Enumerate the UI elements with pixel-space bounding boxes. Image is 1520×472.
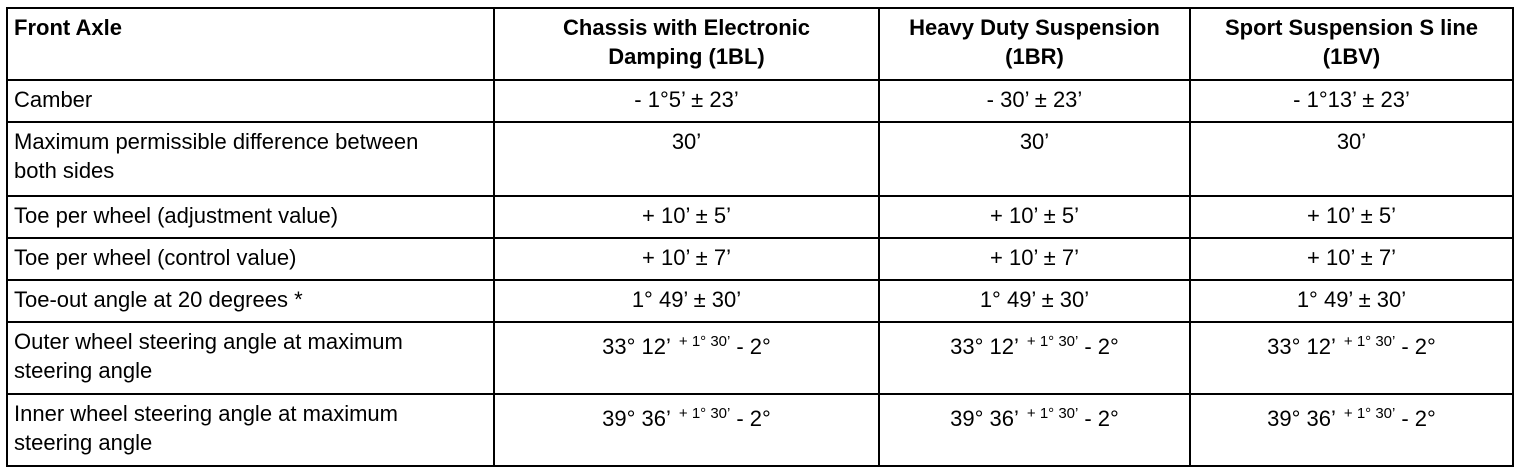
value-tail: - 2°: [736, 334, 771, 359]
value-text: + 10’ ± 5’: [642, 203, 731, 228]
value-cell: 30’: [1189, 121, 1514, 197]
value-tail: - 2°: [736, 406, 771, 431]
label-text: Toe per wheel (control value): [14, 245, 297, 270]
value-text: 30’: [1019, 129, 1050, 154]
value-text: 30’: [671, 129, 702, 154]
label-text: steering angle: [14, 430, 153, 455]
value-text: + 10’ ± 7’: [642, 245, 731, 270]
value-cell: - 30’ ± 23’: [878, 79, 1191, 123]
value-cell: 39° 36’ + 1° 30’ - 2°: [1189, 393, 1514, 467]
label-cell: Toe-out angle at 20 degrees *: [6, 279, 495, 323]
alignment-table: Front Axle Chassis with Electronic Damping…: [6, 7, 1514, 467]
header-text: (1BV): [1322, 44, 1381, 69]
value-cell: 1° 49’ ± 30’: [493, 279, 880, 323]
value-cell: 39° 36’ + 1° 30’ - 2°: [493, 393, 880, 467]
value-text: 39° 36’ + 1° 30’ - 2°: [1197, 399, 1506, 433]
value-cell: + 10’ ± 7’: [1189, 237, 1514, 281]
value-text: 33° 12’ + 1° 30’ - 2°: [886, 327, 1183, 361]
label-text: Toe-out angle at 20 degrees *: [14, 287, 303, 312]
value-superscript: + 1° 30’: [1026, 333, 1079, 350]
header-text: Damping (1BL): [608, 44, 765, 69]
value-cell: - 1°5’ ± 23’: [493, 79, 880, 123]
table-row: Toe-out angle at 20 degrees * 1° 49’ ± 30…: [6, 279, 1514, 323]
value-main: 33° 12’: [1267, 334, 1336, 359]
value-main: 33° 12’: [602, 334, 671, 359]
value-superscript: + 1° 30’: [678, 333, 731, 350]
table-row: Toe per wheel (control value) + 10’ ± 7’ +…: [6, 237, 1514, 281]
value-tail: - 2°: [1084, 406, 1119, 431]
value-text: 33° 12’ + 1° 30’ - 2°: [1197, 327, 1506, 361]
value-cell: + 10’ ± 5’: [493, 195, 880, 239]
value-superscript: + 1° 30’: [1026, 405, 1079, 422]
header-cell: Heavy Duty Suspension (1BR): [878, 7, 1191, 81]
value-cell: 1° 49’ ± 30’: [878, 279, 1191, 323]
value-text: + 10’ ± 5’: [1307, 203, 1396, 228]
value-cell: 33° 12’ + 1° 30’ - 2°: [493, 321, 880, 395]
table-row: Outer wheel steering angle at maximum ste…: [6, 321, 1514, 395]
value-cell: + 10’ ± 5’: [1189, 195, 1514, 239]
value-text: 39° 36’ + 1° 30’ - 2°: [501, 399, 872, 433]
value-main: 39° 36’: [602, 406, 671, 431]
header-text: Heavy Duty Suspension: [909, 15, 1160, 40]
value-superscript: + 1° 30’: [1343, 333, 1396, 350]
table-row: Camber - 1°5’ ± 23’ - 30’ ± 23’ - 1°13’ ± 2…: [6, 79, 1514, 123]
value-cell: + 10’ ± 7’: [878, 237, 1191, 281]
value-cell: + 10’ ± 5’: [878, 195, 1191, 239]
value-cell: + 10’ ± 7’: [493, 237, 880, 281]
value-main: 39° 36’: [950, 406, 1019, 431]
value-text: 39° 36’ + 1° 30’ - 2°: [886, 399, 1183, 433]
value-text: + 10’ ± 5’: [990, 203, 1079, 228]
value-cell: 39° 36’ + 1° 30’ - 2°: [878, 393, 1191, 467]
header-text: Sport Suspension S line: [1224, 15, 1479, 40]
value-tail: - 2°: [1084, 334, 1119, 359]
label-cell: Inner wheel steering angle at maximum ste…: [6, 393, 495, 467]
value-tail: - 2°: [1401, 334, 1436, 359]
value-text: 33° 12’ + 1° 30’ - 2°: [501, 327, 872, 361]
label-text: Maximum permissible difference between: [14, 129, 419, 154]
value-text: 1° 49’ ± 30’: [1296, 287, 1407, 312]
label-cell: Toe per wheel (adjustment value): [6, 195, 495, 239]
value-superscript: + 1° 30’: [678, 405, 731, 422]
value-text: + 10’ ± 7’: [1307, 245, 1396, 270]
label-cell: Outer wheel steering angle at maximum ste…: [6, 321, 495, 395]
value-main: 39° 36’: [1267, 406, 1336, 431]
label-cell: Camber: [6, 79, 495, 123]
value-cell: 30’: [493, 121, 880, 197]
label-cell: Toe per wheel (control value): [6, 237, 495, 281]
value-text: + 10’ ± 7’: [990, 245, 1079, 270]
header-cell: Front Axle: [6, 7, 495, 81]
value-text: - 1°13’ ± 23’: [1293, 87, 1410, 112]
label-text: Toe per wheel (adjustment value): [14, 203, 339, 228]
value-cell: 33° 12’ + 1° 30’ - 2°: [1189, 321, 1514, 395]
value-cell: 30’: [878, 121, 1191, 197]
header-text: Chassis with Electronic: [563, 15, 810, 40]
value-text: - 30’ ± 23’: [986, 87, 1083, 112]
header-row: Front Axle Chassis with Electronic Damping…: [6, 7, 1514, 81]
table-row: Inner wheel steering angle at maximum ste…: [6, 393, 1514, 467]
header-cell: Chassis with Electronic Damping (1BL): [493, 7, 880, 81]
header-cell: Sport Suspension S line (1BV): [1189, 7, 1514, 81]
value-text: - 1°5’ ± 23’: [634, 87, 739, 112]
value-text: 1° 49’ ± 30’: [631, 287, 742, 312]
value-tail: - 2°: [1401, 406, 1436, 431]
value-text: 1° 49’ ± 30’: [979, 287, 1090, 312]
label-text: both sides: [14, 158, 115, 183]
label-text: steering angle: [14, 358, 153, 383]
table-body: Camber - 1°5’ ± 23’ - 30’ ± 23’ - 1°13’ ± 2…: [6, 79, 1514, 467]
table-row: Maximum permissible difference between bo…: [6, 121, 1514, 197]
value-superscript: + 1° 30’: [1343, 405, 1396, 422]
label-text: Outer wheel steering angle at maximum: [14, 329, 403, 354]
table-row: Toe per wheel (adjustment value) + 10’ ± …: [6, 195, 1514, 239]
value-main: 33° 12’: [950, 334, 1019, 359]
label-cell: Maximum permissible difference between bo…: [6, 121, 495, 197]
label-text: Inner wheel steering angle at maximum: [14, 401, 398, 426]
header-text: (1BR): [1005, 44, 1064, 69]
value-cell: - 1°13’ ± 23’: [1189, 79, 1514, 123]
value-cell: 1° 49’ ± 30’: [1189, 279, 1514, 323]
label-text: Camber: [14, 87, 93, 112]
value-text: 30’: [1336, 129, 1367, 154]
value-cell: 33° 12’ + 1° 30’ - 2°: [878, 321, 1191, 395]
header-text: Front Axle: [14, 15, 122, 40]
